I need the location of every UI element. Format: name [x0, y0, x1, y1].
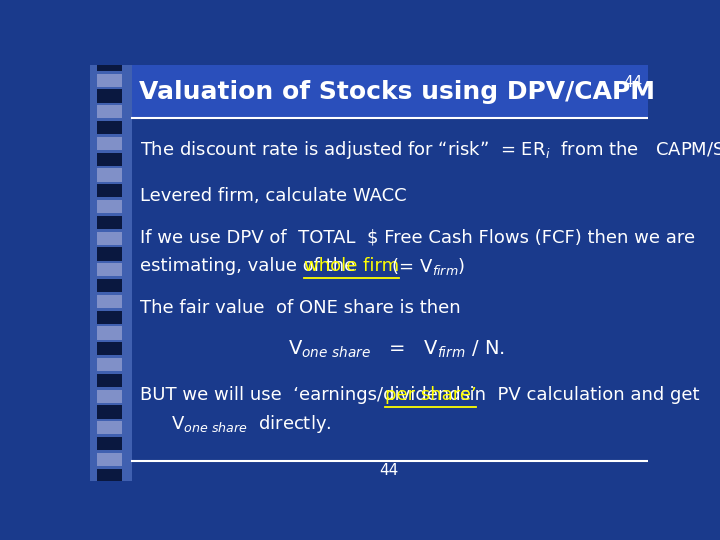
FancyBboxPatch shape — [96, 184, 122, 198]
FancyBboxPatch shape — [96, 216, 122, 229]
FancyBboxPatch shape — [96, 168, 122, 181]
FancyBboxPatch shape — [132, 65, 648, 117]
Text: (= V$_{firm}$): (= V$_{firm}$) — [386, 256, 465, 277]
FancyBboxPatch shape — [96, 453, 122, 466]
FancyBboxPatch shape — [96, 58, 122, 71]
FancyBboxPatch shape — [96, 406, 122, 419]
FancyBboxPatch shape — [90, 65, 132, 481]
FancyBboxPatch shape — [96, 121, 122, 134]
Text: Levered firm, calculate WACC: Levered firm, calculate WACC — [140, 187, 407, 205]
FancyBboxPatch shape — [96, 247, 122, 261]
Text: per share’: per share’ — [384, 386, 477, 404]
Text: in  PV calculation and get: in PV calculation and get — [459, 386, 700, 404]
FancyBboxPatch shape — [96, 200, 122, 213]
FancyBboxPatch shape — [96, 310, 122, 324]
Text: V$_{one\ share}$   =   V$_{firm}$ / N.: V$_{one\ share}$ = V$_{firm}$ / N. — [288, 339, 505, 360]
Text: 44: 44 — [624, 75, 642, 90]
FancyBboxPatch shape — [96, 263, 122, 276]
FancyBboxPatch shape — [96, 73, 122, 87]
FancyBboxPatch shape — [96, 232, 122, 245]
FancyBboxPatch shape — [96, 152, 122, 166]
FancyBboxPatch shape — [96, 295, 122, 308]
FancyBboxPatch shape — [96, 374, 122, 387]
Text: V$_{one\ share}$  directly.: V$_{one\ share}$ directly. — [171, 414, 331, 435]
Text: The discount rate is adjusted for “risk”  = ER$_i$  from the   CAPM/SML, etc: The discount rate is adjusted for “risk”… — [140, 139, 720, 161]
FancyBboxPatch shape — [96, 105, 122, 118]
FancyBboxPatch shape — [96, 358, 122, 371]
FancyBboxPatch shape — [96, 437, 122, 450]
FancyBboxPatch shape — [96, 326, 122, 340]
FancyBboxPatch shape — [96, 342, 122, 355]
Text: The fair value  of ONE share is then: The fair value of ONE share is then — [140, 299, 461, 317]
FancyBboxPatch shape — [96, 421, 122, 435]
FancyBboxPatch shape — [96, 469, 122, 482]
Text: whole firm: whole firm — [304, 258, 399, 275]
FancyBboxPatch shape — [96, 137, 122, 150]
Text: 44: 44 — [379, 463, 398, 478]
FancyBboxPatch shape — [96, 279, 122, 292]
Text: Valuation of Stocks using DPV/CAPM: Valuation of Stocks using DPV/CAPM — [139, 80, 655, 104]
Text: estimating, value of the: estimating, value of the — [140, 258, 361, 275]
Text: BUT we will use  ‘earnings/dividends: BUT we will use ‘earnings/dividends — [140, 386, 476, 404]
FancyBboxPatch shape — [96, 389, 122, 403]
Text: If we use DPV of  TOTAL  $ Free Cash Flows (FCF) then we are: If we use DPV of TOTAL $ Free Cash Flows… — [140, 228, 696, 246]
FancyBboxPatch shape — [96, 89, 122, 103]
